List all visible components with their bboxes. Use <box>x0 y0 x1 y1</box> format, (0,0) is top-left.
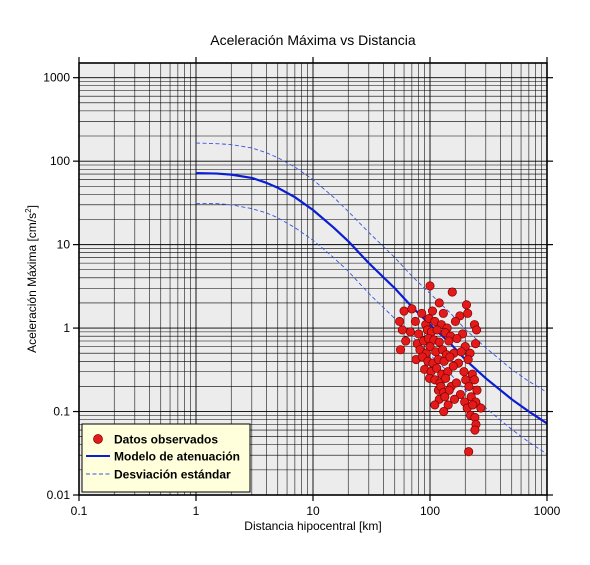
y-tick-label: 1 <box>63 321 70 335</box>
x-tick-label: 0.1 <box>71 504 88 518</box>
data-point <box>445 352 455 362</box>
data-point <box>463 354 473 365</box>
x-tick-labels: 0.1 1 10 100 1000 <box>71 504 561 518</box>
legend-box <box>81 423 251 493</box>
data-point <box>417 308 427 318</box>
y-axis-label-main: Aceleración Máxima [cm/s <box>25 213 39 353</box>
data-point <box>464 447 474 457</box>
data-point <box>456 347 466 357</box>
data-point <box>425 281 435 291</box>
deviation-curve-upper <box>195 142 548 393</box>
data-point <box>401 336 411 346</box>
chart-title: Aceleración Máxima vs Distancia <box>210 32 416 48</box>
data-point <box>463 308 473 318</box>
data-point <box>461 300 472 310</box>
data-point <box>455 389 465 400</box>
data-point <box>464 381 474 391</box>
legend-label-observed: Datos observados <box>114 433 218 447</box>
y-tick-labels: 0.01 0.1 1 10 100 1000 <box>43 71 70 502</box>
x-axis-label: Distancia hipocentral [km] <box>244 519 381 533</box>
data-point <box>414 329 424 339</box>
data-point <box>441 373 451 383</box>
model-curve <box>195 171 548 425</box>
data-point <box>444 385 454 395</box>
legend-label-model: Modelo de atenuación <box>114 450 240 464</box>
axis-ticks <box>73 57 553 501</box>
data-point <box>397 325 407 335</box>
data-point <box>452 333 462 344</box>
y-tick-label: 10 <box>57 238 71 252</box>
data-point <box>425 342 435 352</box>
y-tick-label: 1000 <box>43 71 70 85</box>
y-axis-label-sup: 2 <box>24 208 33 213</box>
observed-points <box>395 281 486 457</box>
x-tick-label: 100 <box>420 504 440 518</box>
data-point <box>434 298 444 308</box>
x-tick-label: 1 <box>193 504 200 518</box>
model-line <box>195 171 548 425</box>
data-point <box>395 316 405 327</box>
x-tick-label: 10 <box>306 504 320 518</box>
data-point <box>410 316 420 327</box>
data-point <box>405 327 415 337</box>
legend-point-marker <box>93 434 103 444</box>
y-axis-label-tail: ] <box>25 205 39 208</box>
data-point <box>469 375 480 385</box>
deviation-curve-lower <box>196 203 548 455</box>
data-point <box>432 325 442 335</box>
legend: Datos observados Modelo de atenuación De… <box>81 423 251 493</box>
y-tick-label: 0.01 <box>47 488 71 502</box>
data-point <box>407 304 417 314</box>
data-point <box>438 308 448 318</box>
legend-label-deviation: Desviación estándar <box>114 468 231 482</box>
data-point <box>395 345 406 355</box>
y-tick-label: 0.1 <box>53 405 70 419</box>
data-point <box>476 403 486 413</box>
data-point <box>399 306 409 316</box>
data-point <box>448 361 458 371</box>
deviation-curves <box>195 142 548 455</box>
data-point <box>472 325 482 335</box>
data-point <box>427 306 438 316</box>
data-point <box>470 425 480 435</box>
x-tick-label: 1000 <box>534 504 561 518</box>
data-point <box>470 339 481 349</box>
data-point <box>447 287 457 297</box>
data-point <box>432 363 442 373</box>
data-point <box>444 336 454 346</box>
data-point <box>443 400 453 410</box>
y-tick-label: 100 <box>50 154 70 168</box>
data-point <box>450 316 460 327</box>
y-axis-label: Aceleración Máxima [cm/s2] <box>24 205 39 353</box>
data-point <box>451 378 461 388</box>
data-point <box>439 406 449 417</box>
data-point <box>430 400 440 410</box>
data-point <box>434 337 444 347</box>
data-point <box>468 400 478 410</box>
data-point <box>449 394 460 404</box>
data-point <box>459 367 469 377</box>
data-point <box>440 392 450 402</box>
data-point <box>472 385 482 395</box>
